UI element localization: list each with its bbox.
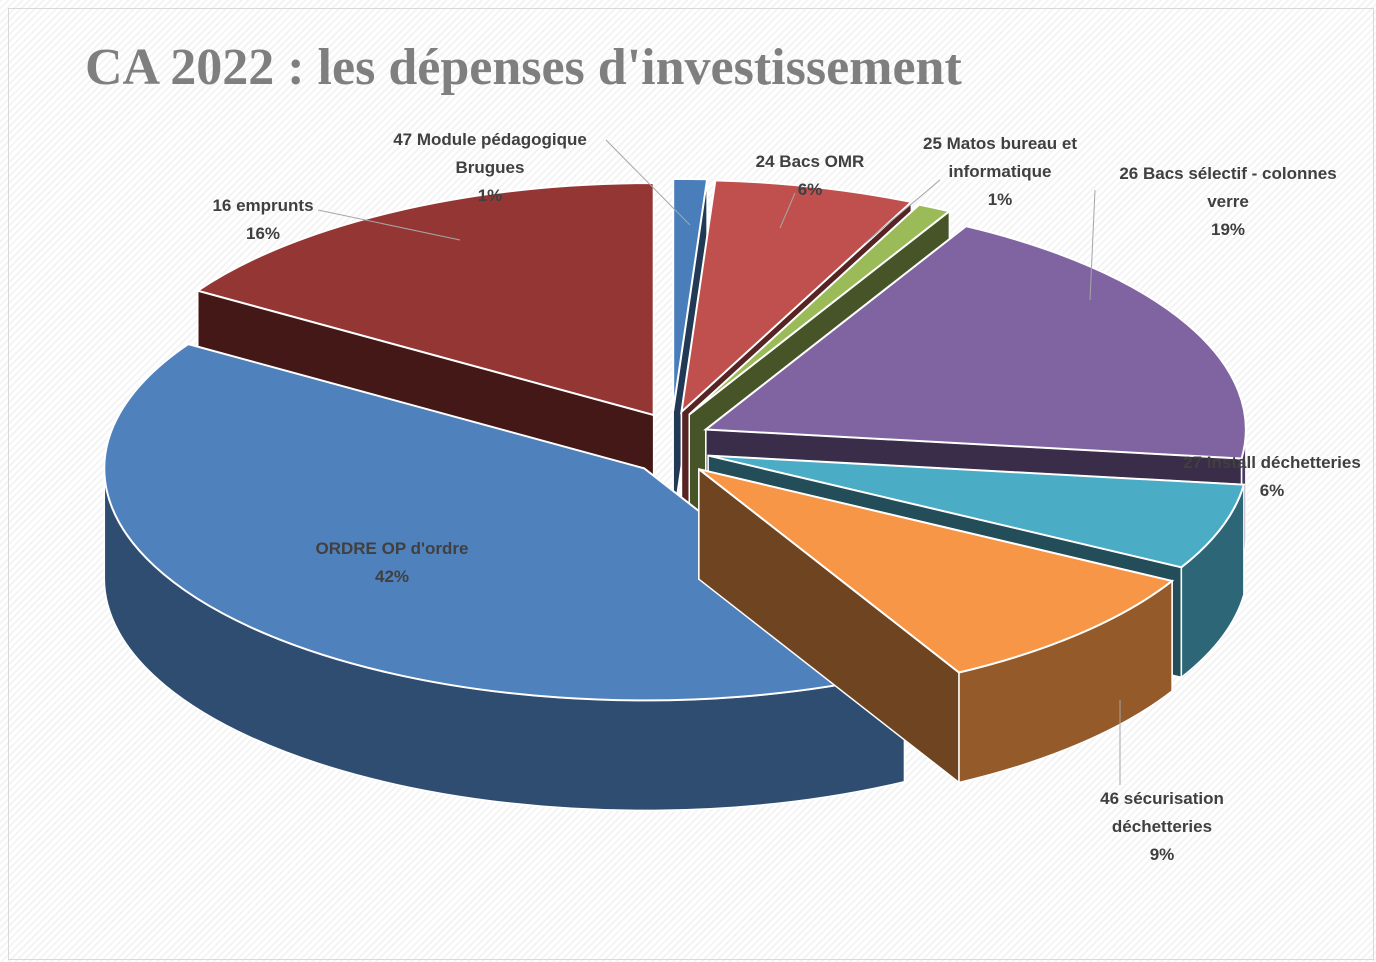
label-value: 9%: [1149, 845, 1175, 864]
data-label: 26 Bacs sélectif - colonnes verre 19%: [1098, 160, 1358, 244]
slice-top: [703, 225, 1247, 460]
leader-line: [864, 179, 941, 244]
chart-title: CA 2022 : les dépenses d'investissement: [85, 39, 962, 96]
label-category: 27 Install déchetteries: [1183, 453, 1361, 472]
label-category: 26 Bacs sélectif - colonnes verre: [1119, 164, 1337, 211]
label-category: 47 Module pédagogique Brugues: [393, 130, 587, 177]
slice-top: [672, 177, 709, 411]
label-value: 19%: [1210, 220, 1246, 239]
slice-top: [707, 454, 1246, 569]
slice-top: [195, 182, 655, 417]
label-value: 16%: [245, 224, 281, 243]
slice-top: [680, 179, 914, 415]
label-category: ORDRE OP d'ordre: [315, 539, 469, 558]
label-value: 1%: [477, 186, 503, 205]
data-label: ORDRE OP d'ordre 42%: [272, 535, 512, 591]
label-value: 1%: [987, 190, 1013, 209]
leader-line: [779, 192, 796, 229]
data-label: 27 Install déchetteries 6%: [1172, 449, 1372, 505]
label-value: 6%: [797, 180, 823, 199]
leader-line: [317, 209, 461, 241]
data-label: 46 sécurisation déchetteries 9%: [1062, 785, 1262, 869]
data-label: 25 Matos bureau et informatique 1%: [900, 130, 1100, 214]
data-label: 47 Module pédagogique Brugues 1%: [360, 126, 620, 210]
leader-line: [605, 139, 691, 226]
leader-line: [1089, 189, 1096, 301]
data-label: 24 Bacs OMR 6%: [735, 148, 885, 204]
label-category: 16 emprunts: [212, 196, 314, 215]
slice-top: [698, 468, 1175, 674]
label-value: 6%: [1259, 481, 1285, 500]
label-value: 42%: [374, 567, 410, 586]
data-label: 16 emprunts 16%: [163, 192, 363, 248]
chart-frame: [8, 8, 1374, 960]
label-category: 25 Matos bureau et informatique: [923, 134, 1077, 181]
slice-top: [688, 203, 952, 416]
slice-top: [103, 343, 907, 702]
label-category: 24 Bacs OMR: [755, 152, 865, 171]
label-category: 46 sécurisation déchetteries: [1100, 789, 1224, 836]
slice: [698, 467, 1175, 785]
